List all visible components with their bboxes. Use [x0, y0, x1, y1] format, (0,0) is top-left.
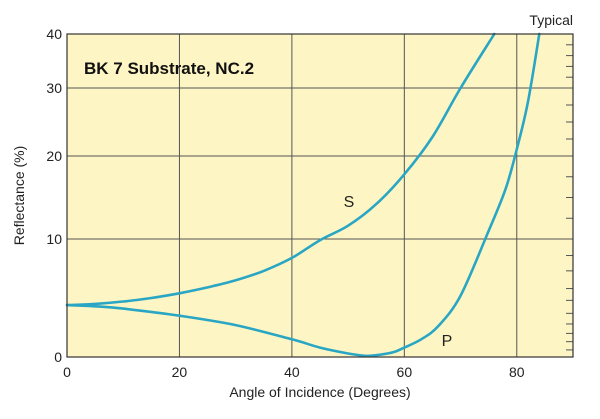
series-label-p: P	[442, 333, 453, 350]
y-tick-label: 0	[54, 349, 62, 365]
y-tick-label: 40	[46, 26, 62, 42]
series-line-s	[65, 32, 496, 307]
x-tick-label: 80	[509, 364, 525, 380]
y-tick-label: 30	[46, 80, 62, 96]
y-axis-title: Reflectance (%)	[11, 146, 27, 246]
y-tick-labels: 0 10 20 30 40	[46, 26, 62, 365]
chart-note: Typical	[529, 12, 573, 28]
minor-ticks	[566, 44, 573, 351]
curves	[65, 32, 541, 358]
x-tick-label: 40	[284, 364, 300, 380]
plot-background	[67, 34, 573, 357]
y-tick-label: 10	[46, 231, 62, 247]
x-tick-labels: 0 20 40 60 80	[63, 364, 525, 380]
x-tick-label: 0	[63, 364, 71, 380]
x-axis-title: Angle of Incidence (Degrees)	[229, 384, 410, 400]
x-tick-label: 60	[397, 364, 413, 380]
series-label-s: S	[344, 194, 355, 211]
series-line-p	[65, 32, 541, 358]
y-tick-label: 20	[46, 148, 62, 164]
plot-frame	[66, 33, 574, 358]
chart-title: BK 7 Substrate, NC.2	[84, 59, 254, 78]
x-tick-label: 20	[172, 364, 188, 380]
